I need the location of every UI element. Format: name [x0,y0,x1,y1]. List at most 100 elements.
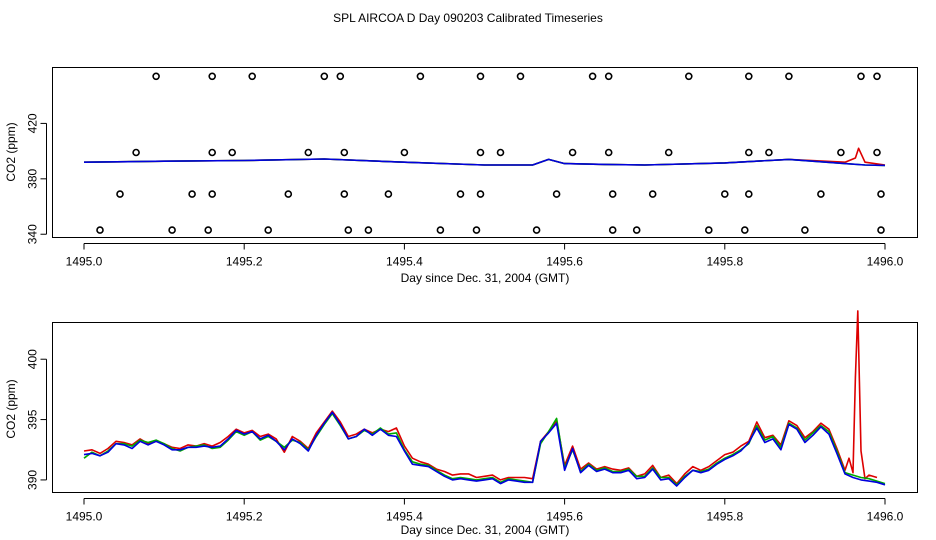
calibration-marker [604,148,613,157]
calibration-marker [476,190,485,198]
top-plot-frame [52,67,918,238]
x-tick-label: 1496.0 [867,510,904,524]
x-tick-label: 1495.4 [386,510,423,524]
calibration-marker [228,148,236,157]
calibration-marker [204,226,212,234]
x-tick-label: 1495.4 [386,255,423,269]
calibration-marker [472,226,481,234]
y-tick-label: 340 [26,224,40,244]
calibration-marker [284,190,293,198]
calibration-marker [608,226,617,234]
calibration-marker [648,190,657,198]
calibration-marker [516,72,525,81]
calibration-marker [877,190,885,198]
top-series-layer [83,147,886,167]
bottom-plot-frame [52,322,918,493]
calibration-marker [320,72,329,81]
top-x-axis-label: Day since Dec. 31, 2004 (GMT) [401,271,570,285]
y-tick-label: 380 [26,168,40,188]
series-line-blue [83,158,886,167]
calibration-marker [188,190,196,198]
x-tick-label: 1495.0 [66,510,103,524]
calibration-marker [873,148,881,157]
calibration-marker [476,72,485,81]
calibration-marker [785,72,793,81]
bottom-panel: 1495.0 1495.2 1495.4 1495.6 1495.8 1496.0 390… [4,310,918,537]
calibration-marker [632,226,641,234]
top-y-axis-label: CO2 (ppm) [4,122,18,181]
x-tick-label: 1495.0 [66,255,103,269]
top-calibration-markers [96,72,885,234]
calibration-marker [132,148,140,157]
x-tick-label: 1495.8 [706,255,743,269]
calibration-marker [608,190,617,198]
calibration-marker [476,148,485,157]
calibration-marker [744,190,753,198]
calibration-marker [340,190,349,198]
calibration-marker [456,190,465,198]
calibration-marker [416,72,425,81]
calibration-marker [436,226,445,234]
calibration-marker [248,72,256,81]
calibration-marker [604,72,613,81]
bottom-x-axis-label: Day since Dec. 31, 2004 (GMT) [401,523,570,537]
calibration-marker [801,226,809,234]
series-line-red [83,147,886,166]
x-tick-label: 1495.6 [546,255,583,269]
calibration-marker [720,190,729,198]
y-tick-label: 400 [26,349,40,369]
series-line-red [83,310,878,485]
x-tick-label: 1496.0 [867,255,904,269]
y-tick-label: 390 [26,470,40,490]
calibration-marker [817,190,825,198]
calibration-marker [496,148,505,157]
calibration-marker [264,226,273,234]
figure-title: SPL AIRCOA D Day 090203 Calibrated Times… [333,11,603,25]
x-tick-label: 1495.2 [226,510,263,524]
series-line-green [83,412,886,486]
calibration-marker [532,226,541,234]
top-y-axis: 340 380 420 [26,113,47,244]
calibration-marker [740,226,749,234]
calibration-marker [116,190,124,198]
x-tick-label: 1495.6 [546,510,583,524]
calibration-marker [877,226,885,234]
y-tick-label: 395 [26,409,40,429]
series-line-blue [83,411,886,487]
x-tick-label: 1495.8 [706,510,743,524]
calibration-marker [873,72,881,81]
calibration-marker [96,226,104,234]
calibration-marker [168,226,176,234]
calibration-marker [364,226,373,234]
calibration-marker [684,72,693,81]
calibration-marker [568,148,577,157]
calibration-marker [588,72,597,81]
bottom-x-axis: 1495.0 1495.2 1495.4 1495.6 1495.8 1496.0 [66,498,904,524]
calibration-marker [336,72,345,81]
x-tick-label: 1495.2 [226,255,263,269]
calibration-marker [857,72,865,81]
calibration-marker [704,226,713,234]
calibration-marker [344,226,353,234]
top-panel: 1495.0 1495.2 1495.4 1495.6 1495.8 1496.0 340… [4,67,918,285]
calibration-marker [152,72,160,81]
calibration-marker [765,148,773,157]
calibration-marker [400,148,409,157]
bottom-series-layer [83,310,886,487]
bottom-y-axis: 390 395 400 [26,349,47,490]
calibration-marker [208,190,216,198]
calibration-marker [340,148,349,157]
calibration-marker [552,190,561,198]
top-x-axis: 1495.0 1495.2 1495.4 1495.6 1495.8 1496.0 [66,243,904,269]
calibration-marker [664,148,673,157]
calibration-marker [837,148,845,157]
calibration-marker [744,148,753,157]
calibration-marker [744,72,753,81]
y-tick-label: 420 [26,113,40,133]
bottom-y-axis-label: CO2 (ppm) [4,379,18,438]
calibration-marker [208,72,216,81]
calibration-marker [384,190,393,198]
calibration-marker [208,148,216,157]
calibration-marker [304,148,313,157]
